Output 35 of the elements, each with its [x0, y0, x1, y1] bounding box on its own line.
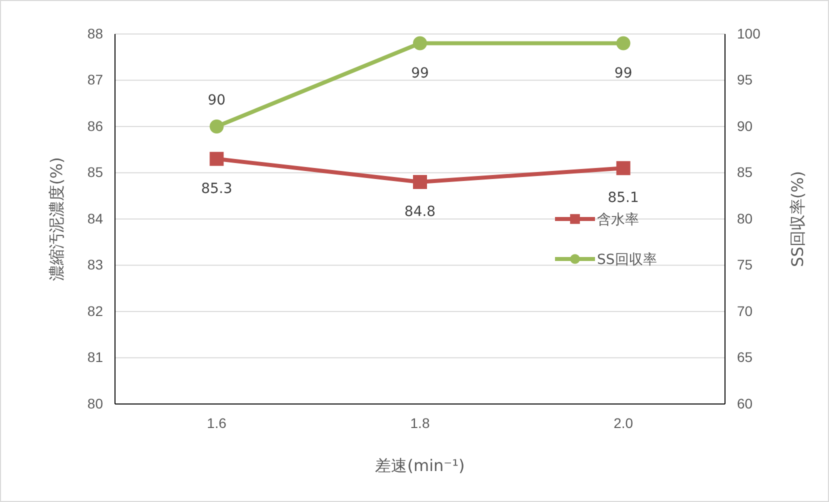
- point: [210, 152, 224, 166]
- y-tick-label: 80: [87, 395, 104, 412]
- x-tick-label: 1.6: [206, 414, 227, 431]
- data-label: 84.8: [404, 204, 436, 220]
- y2-tick-label: 85: [737, 164, 753, 180]
- data-label: 90: [208, 92, 226, 108]
- x-tick-label: 1.8: [410, 414, 430, 431]
- y-tick-label: 86: [87, 118, 104, 134]
- y-tick-label: 85: [87, 164, 104, 180]
- data-label: 99: [614, 65, 632, 82]
- point: [413, 175, 427, 189]
- point: [616, 161, 630, 176]
- data-label: 99: [411, 65, 429, 82]
- y-tick-label: 83: [87, 256, 104, 273]
- y2-tick-label: 95: [737, 72, 753, 88]
- x-axis-title: 差速(min⁻¹): [375, 456, 465, 475]
- y-tick-label: 82: [87, 302, 104, 319]
- y-tick-label: 87: [87, 72, 104, 88]
- y2-tick-label: 75: [737, 256, 753, 273]
- y-axis-title: 濃縮汚泥濃度(%): [47, 157, 66, 281]
- data-label: 85.1: [608, 190, 639, 206]
- y-tick-label: 84: [87, 210, 104, 226]
- y2-tick-label: 80: [737, 210, 753, 226]
- y2-tick-label: 65: [737, 349, 753, 366]
- x-tick-label: 2.0: [614, 414, 634, 431]
- y-tick-label: 81: [87, 349, 104, 366]
- y2-tick-label: 60: [737, 395, 753, 412]
- legend-label: 含水率: [597, 212, 639, 228]
- legend-label: SS回収率: [597, 252, 657, 268]
- data-label: 85.3: [201, 180, 232, 197]
- y2-tick-label: 100: [737, 25, 761, 42]
- y2-tick-label: 90: [737, 118, 753, 134]
- y-tick-label: 88: [87, 25, 104, 42]
- y2-tick-label: 70: [737, 302, 753, 319]
- y2-axis-title: SS回収率(%): [788, 171, 807, 267]
